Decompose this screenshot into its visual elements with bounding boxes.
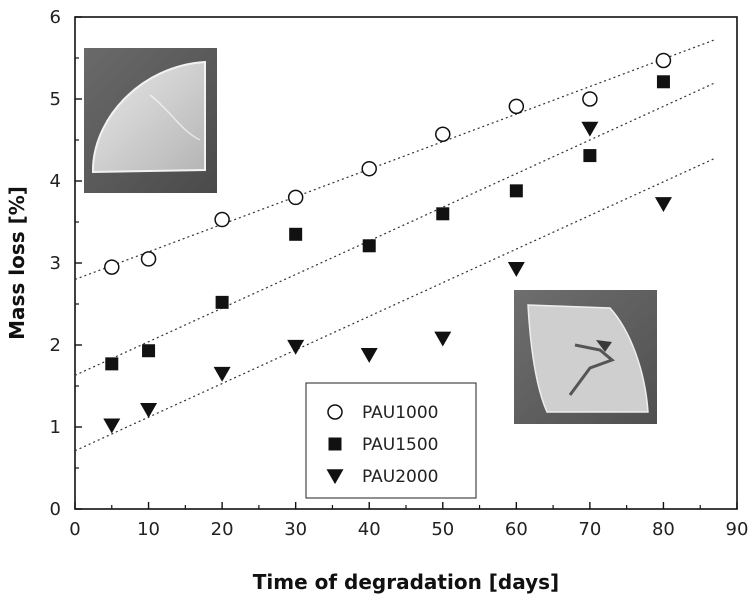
data-point [657,75,670,88]
legend-label: PAU1000 [362,403,439,423]
data-point [362,162,376,176]
data-point [289,190,303,204]
x-axis: 0 10 20 30 40 50 60 70 80 90 [69,502,748,540]
legend-label: PAU2000 [362,467,439,487]
data-point [289,228,302,241]
x-tick-label: 30 [284,519,307,540]
data-point [509,99,523,113]
data-point [140,403,157,418]
x-tick-label: 0 [69,519,80,540]
x-tick-label: 20 [211,519,234,540]
y-tick-label: 1 [50,417,61,438]
x-tick-label: 50 [431,519,454,540]
data-point [363,239,376,252]
x-axis-title: Time of degradation [days] [253,570,559,594]
x-tick-label: 90 [726,519,749,540]
data-point [508,262,525,277]
y-tick-label: 4 [50,171,61,192]
data-point [142,344,155,357]
y-axis-title: Mass loss [%] [5,186,29,340]
data-point [105,260,119,274]
data-point [436,127,450,141]
data-point [215,213,229,227]
data-point [434,332,451,347]
data-point [216,296,229,309]
data-point [105,357,118,370]
legend-marker [328,405,342,419]
x-tick-label: 40 [358,519,381,540]
sample-photo-intact [84,48,217,193]
y-tick-label: 5 [50,89,61,110]
sample-photo-degraded [514,290,657,424]
data-point [510,184,523,197]
data-point [581,122,598,137]
y-tick-label: 0 [50,499,61,520]
legend-marker [329,438,342,451]
data-point [214,367,231,382]
data-point [142,252,156,266]
data-point [655,197,672,212]
legend: PAU1000 PAU1500 PAU2000 [306,383,476,498]
y-tick-label: 2 [50,335,61,356]
data-point [583,92,597,106]
x-tick-label: 10 [137,519,160,540]
x-tick-label: 80 [652,519,675,540]
y-axis: 0 1 2 3 4 5 6 [50,7,82,520]
data-point [583,149,596,162]
y-tick-label: 3 [50,253,61,274]
data-point [361,348,378,363]
data-point [656,53,670,67]
legend-label: PAU1500 [362,435,439,455]
data-point [436,207,449,220]
x-tick-label: 70 [578,519,601,540]
y-tick-label: 6 [50,7,61,28]
x-tick-label: 60 [505,519,528,540]
